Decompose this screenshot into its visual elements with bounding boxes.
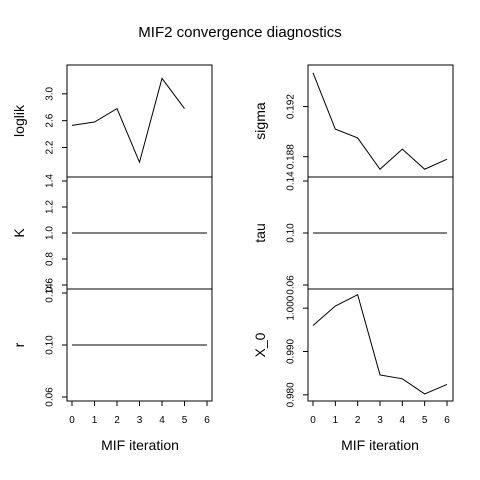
x-tick-label: 1: [333, 415, 339, 426]
right-panel-column: 0.188 0.192 sigma 0.06 0.10 0.14 tau 0.980 0.990…: [252, 64, 454, 426]
y-tick-label-loglik: 2.6: [45, 113, 56, 127]
x-tick-label: 0: [310, 415, 316, 426]
x-tick-label: 4: [400, 415, 406, 426]
x-tick-label: 1: [92, 415, 98, 426]
y-tick-label-loglik: 2.2: [45, 140, 56, 154]
y-tick-label-X_0: 1.000: [286, 295, 297, 320]
x-tick-label: 5: [182, 415, 188, 426]
y-tick-label-r: 0.06: [45, 387, 56, 407]
panel-tau: 0.06 0.10 0.14 tau: [252, 171, 454, 295]
x-tick-label: 5: [422, 415, 428, 426]
y-tick-label-tau: 0.06: [286, 275, 297, 295]
y-tick-label-sigma: 0.192: [286, 94, 297, 119]
panel-sigma: 0.188 0.192 sigma: [252, 64, 454, 178]
y-tick-label-K: 1.0: [45, 226, 56, 240]
y-axis-label-K: K: [11, 228, 27, 238]
y-axis-label-sigma: sigma: [252, 102, 268, 140]
y-tick-label-X_0: 0.980: [286, 382, 297, 407]
x-axis-label-left: MIF iteration: [101, 437, 179, 453]
panel-loglik: 2.2 2.6 3.0 loglik: [11, 64, 213, 178]
x-tick-label: 4: [159, 415, 165, 426]
left-panel-column: 2.22.63.0loglik0.60.81.01.21.4K0.060.100…: [11, 64, 213, 426]
panel-X_0: 0.980 0.990 1.000 X_0: [252, 288, 454, 407]
y-tick-label-K: 0.8: [45, 252, 56, 266]
y-tick-label-r: 0.10: [45, 335, 56, 355]
y-axis-label-tau: tau: [252, 223, 268, 242]
y-tick-label-loglik: 3.0: [45, 86, 56, 100]
y-tick-label-tau: 0.14: [286, 171, 297, 191]
chart-title: MIF2 convergence diagnostics: [138, 24, 341, 41]
panel-r: 0.06 0.10 0.14 r: [11, 283, 213, 407]
x-tick-label: 6: [444, 415, 450, 426]
panel-frame-loglik: [66, 64, 213, 178]
x-tick-label: 2: [355, 415, 361, 426]
x-tick-label: 2: [114, 415, 120, 426]
series-line-X_0: [312, 294, 448, 395]
y-tick-label-X_0: 0.990: [286, 339, 297, 364]
y-tick-label-K: 1.2: [45, 200, 56, 214]
y-axis-label-r: r: [11, 342, 27, 347]
x-tick-label: 6: [204, 415, 210, 426]
y-axis-label-X_0: X_0: [252, 332, 268, 357]
y-tick-label-r: 0.14: [45, 283, 56, 303]
series-line-loglik: [71, 77, 185, 164]
x-tick-label: 3: [137, 415, 143, 426]
x-tick-label: 3: [377, 415, 383, 426]
panel-K: 0.6 0.8 1.0 1.2 1.4 K: [11, 174, 213, 292]
x-tick-label: 0: [69, 415, 75, 426]
y-tick-label-sigma: 0.188: [286, 144, 297, 169]
y-tick-label-tau: 0.10: [286, 223, 297, 243]
series-line-sigma: [312, 72, 448, 170]
y-tick-label-K: 1.4: [45, 174, 56, 188]
panel-frame-sigma: [307, 64, 454, 178]
y-axis-label-loglik: loglik: [11, 104, 27, 137]
x-axis-label-right: MIF iteration: [341, 437, 419, 453]
panel-frame-X_0: [307, 288, 454, 402]
y-tick-label-K: 0.6: [45, 278, 56, 292]
